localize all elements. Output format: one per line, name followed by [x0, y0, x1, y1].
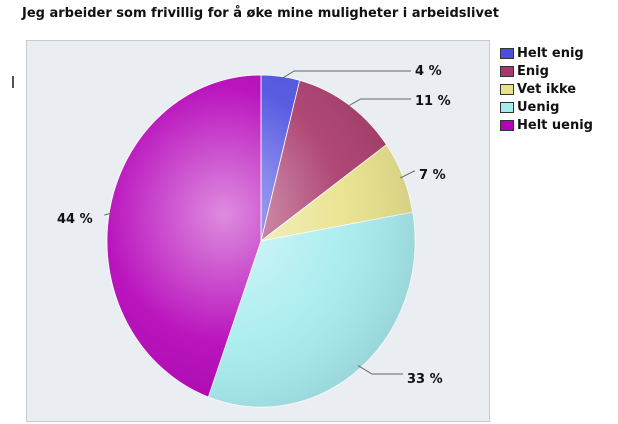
legend-swatch	[500, 119, 514, 131]
legend-swatch	[500, 47, 514, 59]
legend-label: Helt uenig	[517, 117, 593, 133]
legend-item: Enig	[500, 62, 593, 80]
leader-line	[279, 70, 411, 81]
legend-swatch	[500, 83, 514, 95]
legend-label: Uenig	[517, 99, 560, 115]
legend-swatch	[500, 101, 514, 113]
data-label: 4 %	[415, 64, 442, 79]
legend-label: Vet ikke	[517, 81, 577, 97]
legend-item: Vet ikke	[500, 80, 593, 98]
pie-chart: 4 % 11 % 7 % 33 % 44 %	[57, 64, 451, 408]
leader-line	[399, 170, 415, 179]
legend-item: Uenig	[500, 98, 593, 116]
leader-line	[357, 365, 403, 375]
plot-area: 4 % 11 % 7 % 33 % 44 %	[26, 40, 490, 422]
data-label: 11 %	[415, 94, 451, 109]
leader-line	[346, 98, 411, 108]
legend-label: Enig	[517, 63, 549, 79]
legend-label: Helt enig	[517, 45, 584, 61]
legend-item: Helt enig	[500, 44, 593, 62]
pie-labels: 4 % 11 % 7 % 33 % 44 %	[57, 64, 451, 387]
legend-swatch	[500, 65, 514, 77]
leader-line	[104, 212, 113, 216]
data-label: 44 %	[57, 212, 93, 227]
legend: Helt enig Enig Vet ikke Uenig Helt uenig	[500, 44, 593, 134]
data-label: 7 %	[419, 168, 446, 183]
data-label: 33 %	[407, 372, 443, 387]
chart-title: Jeg arbeider som frivillig for å øke min…	[22, 6, 499, 21]
legend-item: Helt uenig	[500, 116, 593, 134]
edge-mark	[12, 76, 14, 88]
pie-slices	[106, 74, 416, 408]
